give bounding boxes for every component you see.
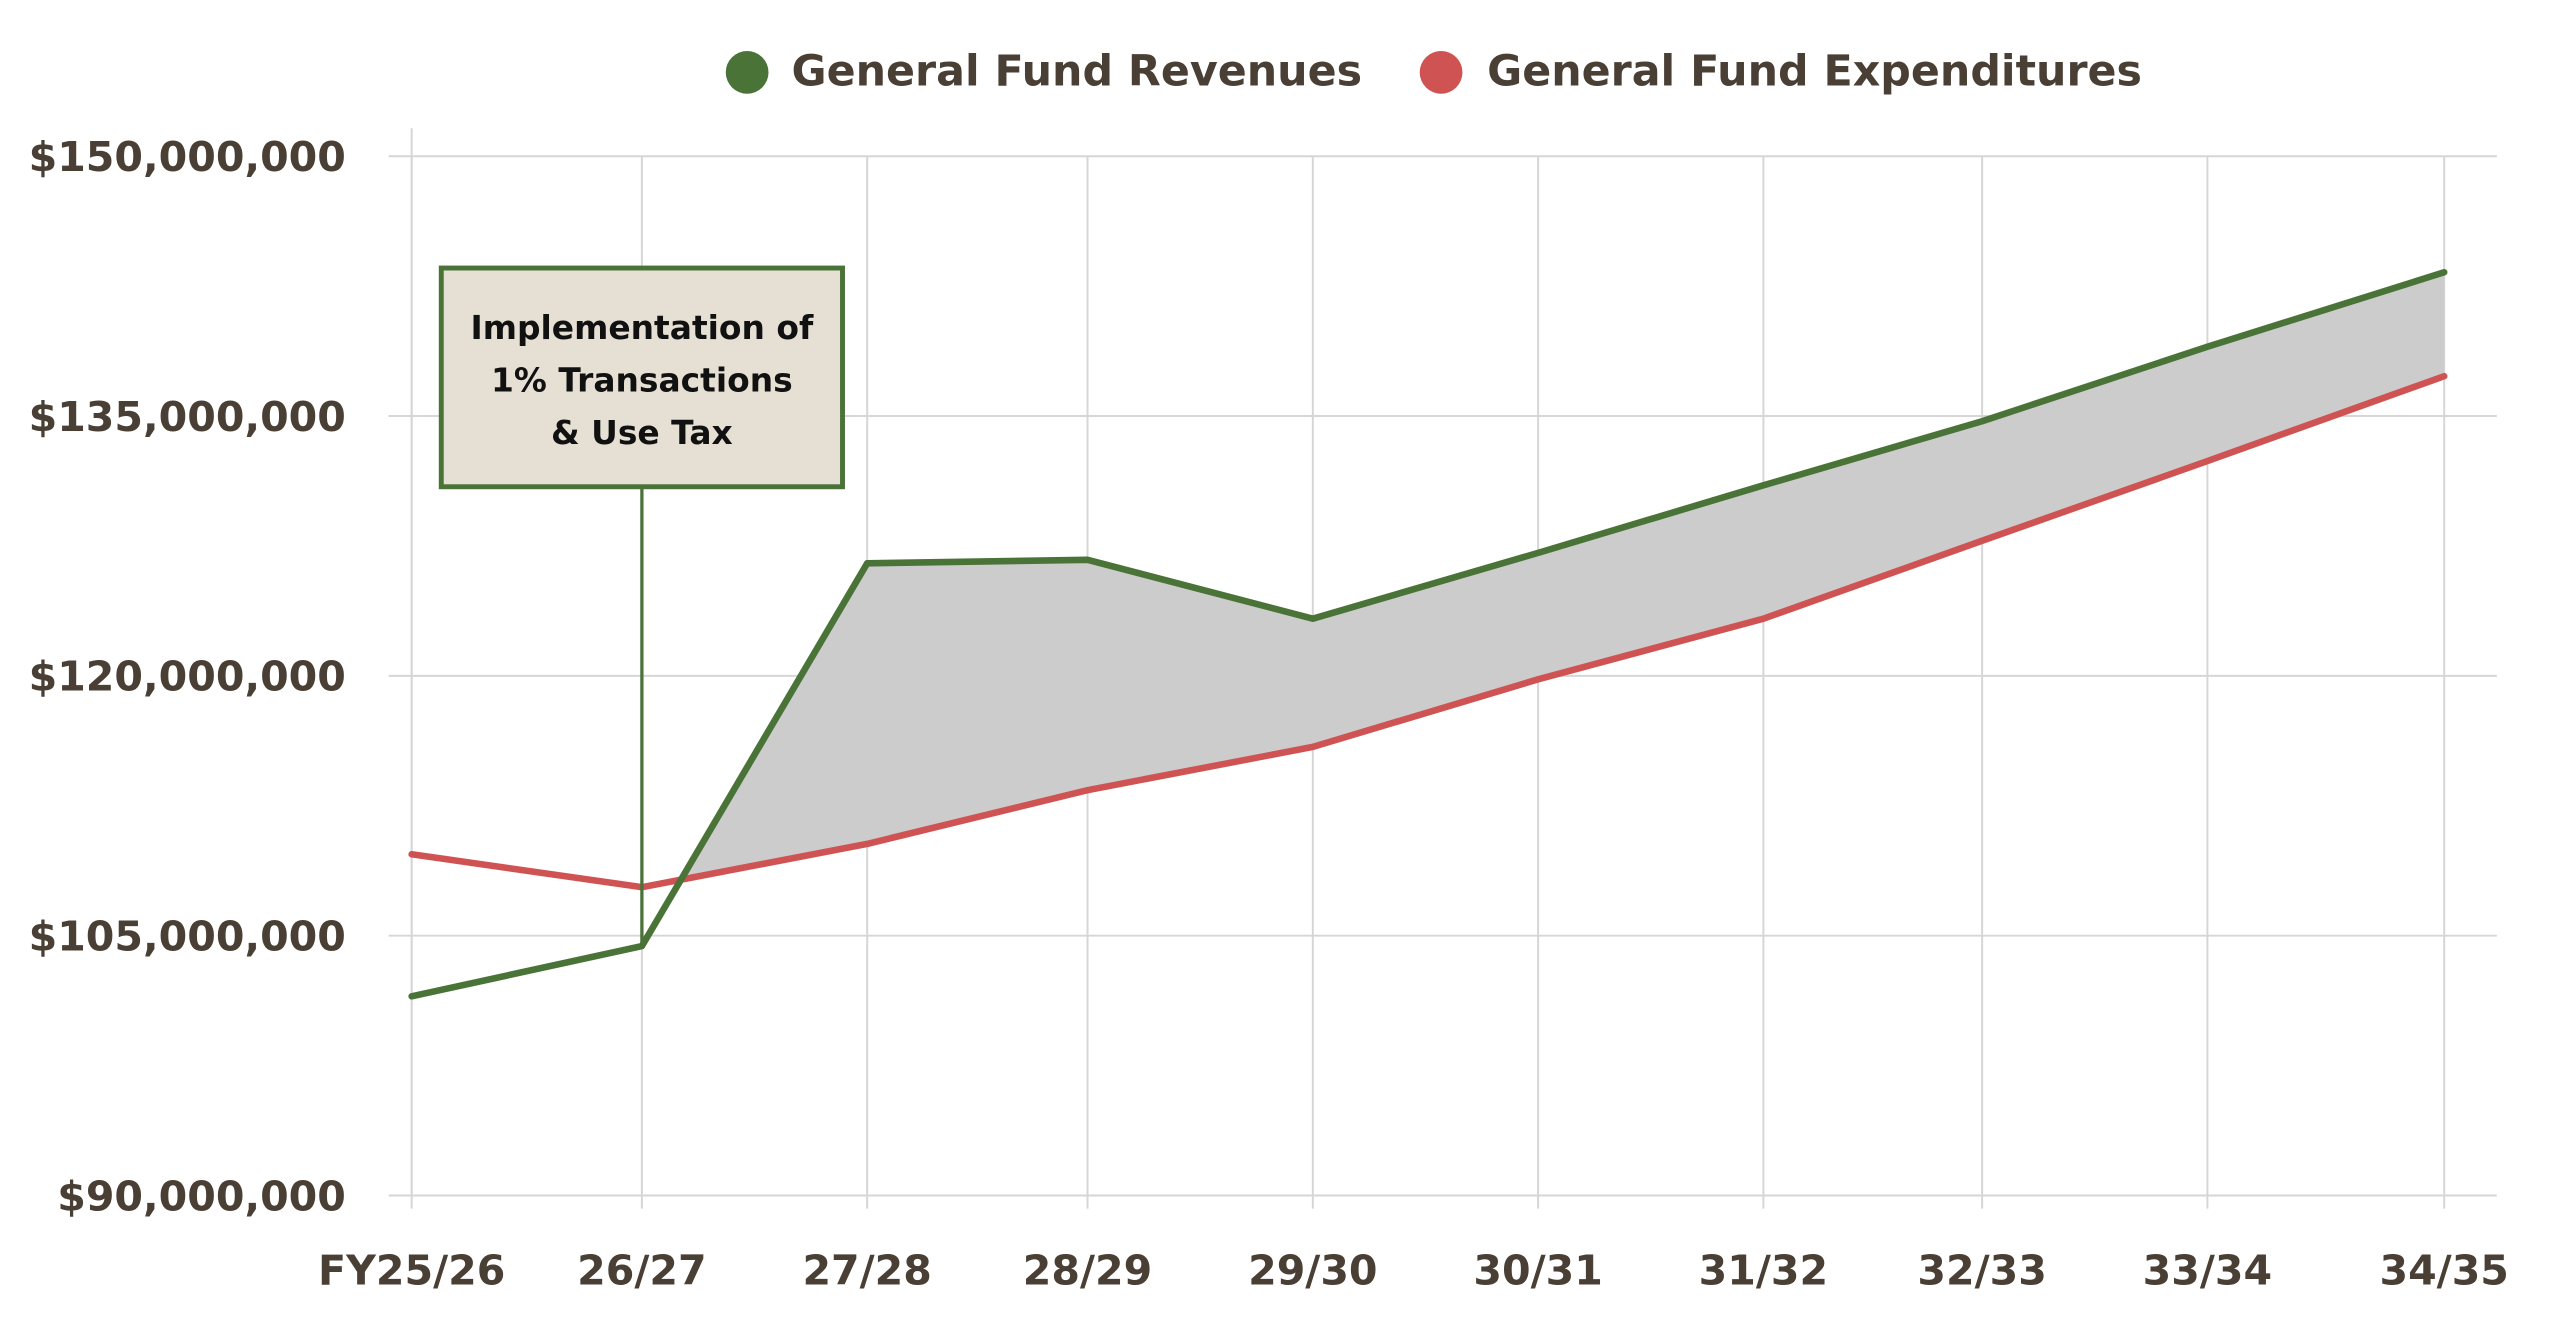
y-tick-label: $90,000,000 bbox=[57, 1172, 346, 1220]
annotation-line-1: Implementation of bbox=[471, 308, 814, 347]
expenditures-line bbox=[408, 372, 2448, 891]
surplus-area bbox=[680, 272, 2445, 880]
x-tick-label: 27/28 bbox=[802, 1246, 931, 1294]
revenues-line bbox=[408, 268, 2448, 1000]
x-tick-label: 32/33 bbox=[1917, 1246, 2046, 1294]
legend-dot-revenues bbox=[725, 50, 769, 94]
x-tick-label: 26/27 bbox=[577, 1246, 706, 1294]
x-tick-label: 33/34 bbox=[2143, 1246, 2272, 1294]
grid bbox=[388, 128, 2497, 1209]
x-tick-label: 30/31 bbox=[1473, 1246, 1602, 1294]
legend: General Fund Revenues General Fund Expen… bbox=[725, 47, 2142, 97]
legend-dot-expenditures bbox=[1419, 50, 1463, 94]
y-tick-label: $150,000,000 bbox=[29, 133, 346, 181]
x-axis: FY25/26 26/27 27/28 28/29 29/30 30/31 31/32 32/… bbox=[318, 1246, 2509, 1294]
y-tick-label: $135,000,000 bbox=[29, 393, 346, 441]
y-tick-label: $120,000,000 bbox=[29, 653, 346, 701]
annotation-box bbox=[438, 265, 845, 490]
legend-label-revenues: General Fund Revenues bbox=[792, 47, 1363, 97]
x-tick-label: 29/30 bbox=[1248, 1246, 1377, 1294]
legend-label-expenditures: General Fund Expenditures bbox=[1487, 47, 2142, 97]
series-lines bbox=[408, 268, 2448, 1000]
x-tick-label: 34/35 bbox=[2379, 1246, 2508, 1294]
y-tick-label: $105,000,000 bbox=[29, 912, 346, 960]
x-tick-label: 31/32 bbox=[1699, 1246, 1828, 1294]
annotation-line-3: & Use Tax bbox=[551, 413, 733, 452]
annotation: Implementation of 1% Transactions & Use … bbox=[438, 265, 845, 947]
x-tick-label: 28/29 bbox=[1023, 1246, 1152, 1294]
y-axis: $90,000,000 $105,000,000 $120,000,000 $135,… bbox=[29, 133, 346, 1220]
x-tick-label: FY25/26 bbox=[318, 1246, 505, 1294]
annotation-line-2: 1% Transactions bbox=[491, 360, 793, 399]
